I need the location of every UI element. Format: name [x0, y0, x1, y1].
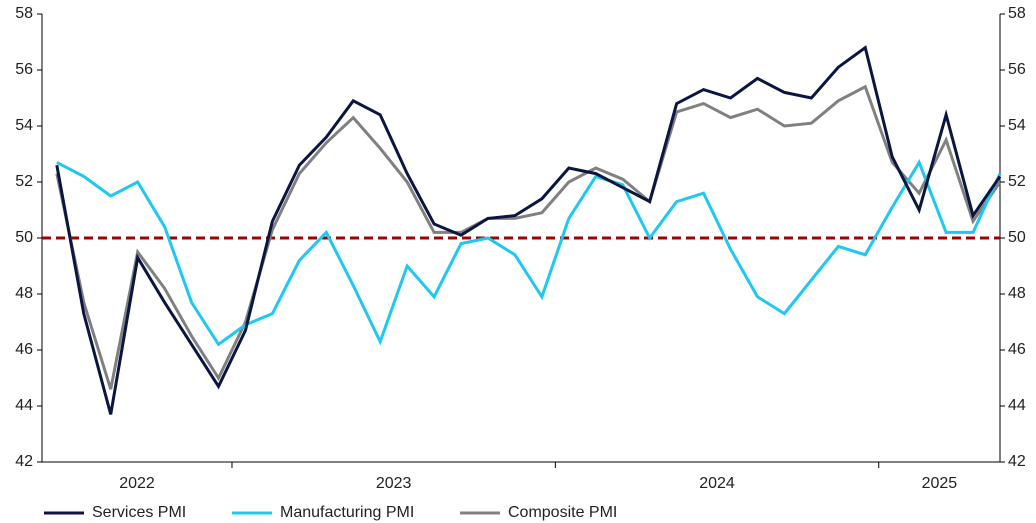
y2-tick-label: 46: [1008, 341, 1026, 358]
y-tick-label: 56: [15, 61, 33, 78]
y2-tick-label: 50: [1008, 229, 1026, 246]
y2-tick-label: 44: [1008, 397, 1026, 414]
y-tick-label: 46: [15, 341, 33, 358]
y-tick-label: 54: [15, 117, 33, 134]
series-line: [55, 45, 1002, 415]
y-tick-label: 42: [15, 453, 33, 470]
y-tick-label: 44: [15, 397, 33, 414]
y2-tick-label: 42: [1008, 453, 1026, 470]
y2-tick-label: 48: [1008, 285, 1026, 302]
x-tick-label: 2023: [376, 475, 412, 492]
y-tick-label: 52: [15, 173, 33, 190]
y2-tick-label: 52: [1008, 173, 1026, 190]
y2-tick-label: 54: [1008, 117, 1026, 134]
y-tick-label: 58: [15, 5, 33, 22]
series-line: [56, 158, 1002, 347]
y2-tick-label: 56: [1008, 61, 1026, 78]
y-tick-label: 48: [15, 285, 33, 302]
x-tick-label: 2025: [922, 475, 958, 492]
legend-label: Composite PMI: [508, 504, 617, 521]
x-tick-label: 2024: [699, 475, 735, 492]
legend-label: Manufacturing PMI: [280, 504, 414, 521]
y2-tick-label: 58: [1008, 5, 1026, 22]
y-tick-label: 50: [15, 229, 33, 246]
series-line: [55, 84, 1002, 390]
legend-label: Services PMI: [92, 504, 186, 521]
x-tick-label: 2022: [119, 475, 155, 492]
